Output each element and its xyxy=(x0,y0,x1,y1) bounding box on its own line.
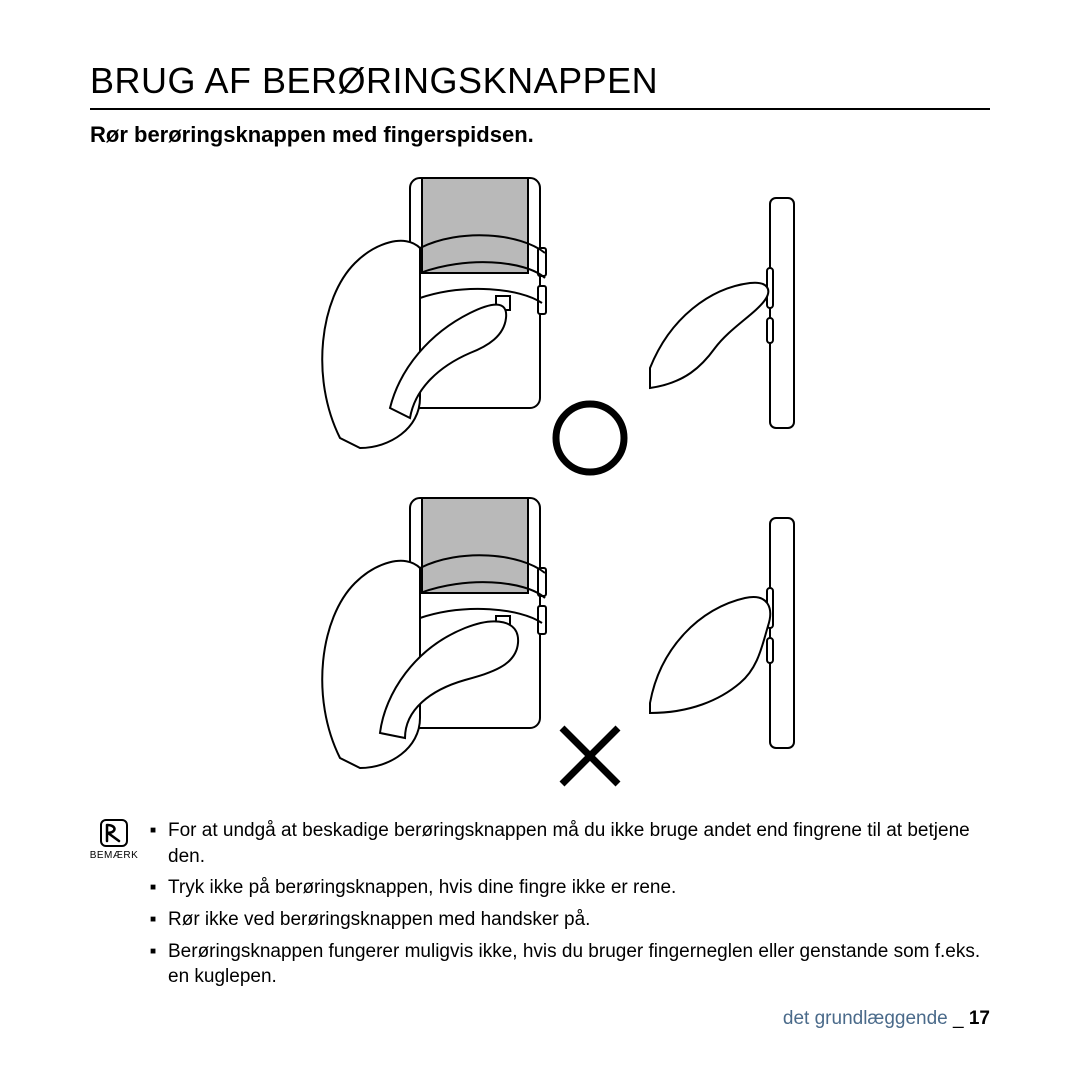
page-title: BRUG AF BERØRINGSKNAPPEN xyxy=(90,60,990,102)
note-icon-label: BEMÆRK xyxy=(90,850,139,861)
note-item: Rør ikke ved berøringsknappen med handsk… xyxy=(150,907,990,933)
footer-page-number: 17 xyxy=(969,1008,990,1029)
page-subtitle: Rør berøringsknappen med fingerspidsen. xyxy=(90,122,990,148)
title-rule xyxy=(90,108,990,110)
footer-section: det grundlæggende xyxy=(783,1008,948,1029)
note-item: Tryk ikke på berøringsknappen, hvis dine… xyxy=(150,875,990,901)
footer-sep: _ xyxy=(948,1008,969,1029)
note-list: For at undgå at beskadige berøringsknapp… xyxy=(150,818,990,996)
note-item: For at undgå at beskadige berøringsknapp… xyxy=(150,818,990,869)
note-icon: BEMÆRK xyxy=(90,818,138,861)
manual-page: BRUG AF BERØRINGSKNAPPEN Rør berøringskn… xyxy=(0,0,1080,1080)
incorrect-mark-icon xyxy=(562,728,618,784)
note-item: Berøringsknappen fungerer muligvis ikke,… xyxy=(150,939,990,990)
correct-mark-icon xyxy=(556,404,624,472)
page-footer: det grundlæggende _ 17 xyxy=(783,1008,990,1030)
illustration-area xyxy=(90,168,990,808)
touch-diagram xyxy=(190,168,890,808)
note-block: BEMÆRK For at undgå at beskadige berørin… xyxy=(90,818,990,996)
